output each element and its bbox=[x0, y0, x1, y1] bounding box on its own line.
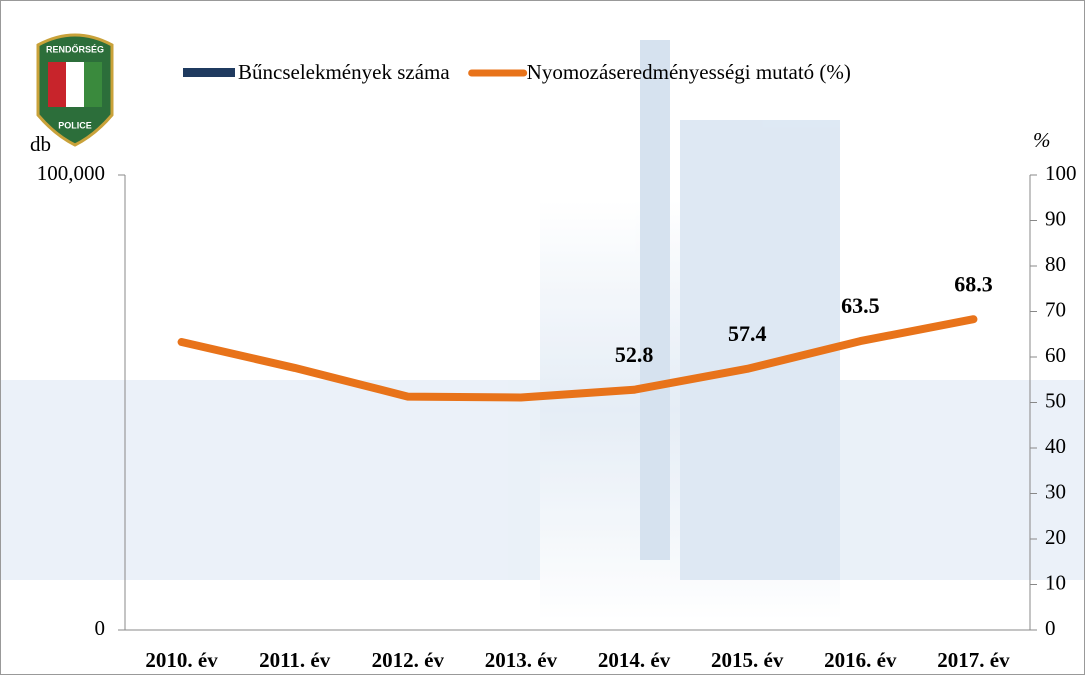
data-label: 68.3 bbox=[954, 271, 993, 296]
y-tick-label: 100,000 bbox=[37, 161, 105, 185]
y2-tick-label: 50 bbox=[1045, 388, 1066, 412]
x-tick-label: 2013. év bbox=[485, 648, 558, 672]
line bbox=[177, 315, 978, 402]
data-label: 52.8 bbox=[615, 342, 654, 367]
y-tick-label: 0 bbox=[95, 616, 106, 640]
y2-tick-label: 60 bbox=[1045, 343, 1066, 367]
x-tick-label: 2017. év bbox=[937, 648, 1010, 672]
x-tick-label: 2010. év bbox=[145, 648, 218, 672]
y2-tick-label: 0 bbox=[1045, 616, 1056, 640]
logo: RENDŐRSÉG POLICE bbox=[36, 33, 114, 147]
legend-label: Nyomozáseredményességi mutató (%) bbox=[527, 60, 851, 84]
y2-tick-label: 100 bbox=[1045, 161, 1077, 185]
x-tick-label: 2014. év bbox=[598, 648, 671, 672]
logo-top: RENDŐRSÉG bbox=[46, 43, 104, 54]
y2-tick-label: 80 bbox=[1045, 252, 1066, 276]
x-tick-label: 2015. év bbox=[711, 648, 784, 672]
y2-axis-label: % bbox=[1033, 128, 1051, 152]
data-label: 51.1 bbox=[502, 350, 541, 375]
y2-tick-label: 90 bbox=[1045, 206, 1066, 230]
data-label: 63.5 bbox=[841, 293, 880, 318]
x-tick-label: 2016. év bbox=[824, 648, 897, 672]
x-tick-label: 2012. év bbox=[372, 648, 445, 672]
legend-label: Bűncselekmények száma bbox=[238, 60, 450, 84]
y2-tick-label: 20 bbox=[1045, 525, 1066, 549]
data-label: 57.4 bbox=[728, 321, 767, 346]
y2-tick-label: 10 bbox=[1045, 570, 1066, 594]
y-axis-label: db bbox=[30, 132, 51, 156]
data-label: 51.3 bbox=[389, 349, 428, 374]
legend-swatch bbox=[183, 68, 235, 77]
building-backdrop bbox=[0, 40, 1085, 620]
logo-bottom: POLICE bbox=[58, 120, 92, 130]
x-tick-label: 2011. év bbox=[259, 648, 331, 672]
y2-tick-label: 70 bbox=[1045, 297, 1066, 321]
y2-tick-label: 40 bbox=[1045, 434, 1066, 458]
y2-tick-label: 30 bbox=[1045, 479, 1066, 503]
